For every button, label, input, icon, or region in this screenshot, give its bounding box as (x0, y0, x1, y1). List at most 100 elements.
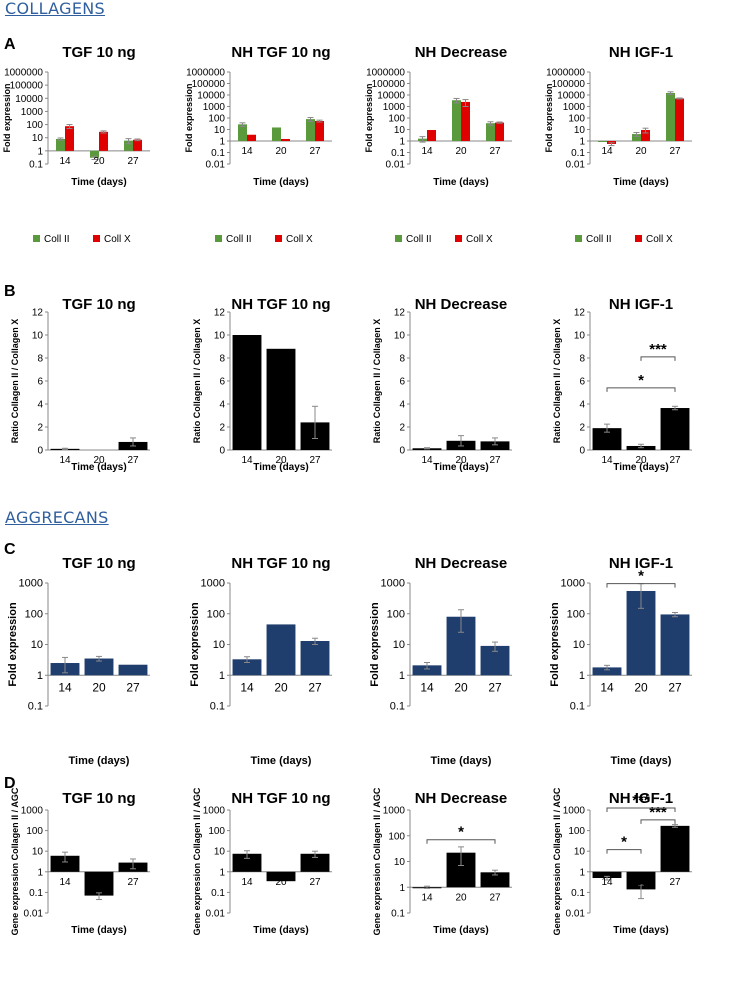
significance-bracket-d4 (606, 849, 642, 854)
y-tick-label-a3: 10000 (377, 91, 405, 102)
y-axis-label-c4: Fold expression (549, 602, 561, 687)
legend-swatch-a1-0 (33, 235, 40, 242)
y-tick-label-b4: 6 (579, 377, 585, 388)
legend-label-a4-1: Coll X (646, 234, 673, 245)
x-tick-label-b1-14: 14 (59, 455, 71, 466)
x-axis-label-d2: Time (days) (253, 925, 308, 936)
y-tick-label-c2: 10 (213, 639, 225, 651)
y-tick-label-a3: 0.1 (391, 148, 405, 159)
row-letter-d: D (4, 775, 16, 792)
bar-a4-coll-x-20 (641, 130, 650, 141)
y-tick-label-a1: 100000 (10, 81, 44, 92)
y-tick-label-a1: 10000 (15, 94, 43, 105)
y-tick-label-b2: 4 (219, 400, 225, 411)
bar-a4-coll-ii-27 (666, 92, 675, 141)
y-axis-label-b1: Ratio Collagen II / Collagen X (10, 319, 20, 444)
y-tick-label-d4: 0.1 (571, 888, 585, 899)
y-tick-label-a1: 100 (26, 120, 43, 131)
x-axis-label-a3: Time (days) (433, 177, 488, 188)
significance-label-d4: *** (649, 804, 667, 821)
y-tick-label-c1: 0.1 (28, 701, 43, 713)
x-tick-label-d2-14: 14 (241, 877, 253, 888)
y-tick-label-c2: 1 (219, 670, 225, 682)
y-axis-label-d4: Gene expression Collagen II / AGC (552, 787, 562, 935)
y-tick-label-c2: 0.1 (210, 701, 225, 713)
x-tick-label-b3-27: 27 (489, 455, 501, 466)
x-axis-label-c1: Time (days) (69, 755, 130, 767)
bar-c1-aggrecan-20 (84, 658, 114, 676)
x-axis-label-c3: Time (days) (431, 755, 492, 767)
x-tick-label-d3-20: 20 (455, 892, 467, 903)
y-tick-label-a3: 10 (394, 125, 406, 136)
y-tick-label-a1: 1 (37, 146, 43, 157)
y-tick-label-c1: 10 (31, 639, 43, 651)
bar-a3-coll-ii-20 (452, 100, 461, 141)
bar-a2-coll-ii-27 (306, 119, 315, 141)
y-tick-label-c2: 100 (207, 608, 225, 620)
legend-swatch-a2-0 (215, 235, 222, 242)
bar-d4-ratio-27 (660, 825, 690, 872)
y-tick-label-a4: 1000000 (546, 68, 585, 79)
y-tick-label-c3: 1000 (381, 578, 405, 590)
bar-a3-coll-x-14 (427, 130, 436, 141)
y-tick-label-b3: 6 (399, 377, 405, 388)
bar-a1-coll-ii-20 (90, 150, 99, 158)
x-axis-label-a4: Time (days) (613, 177, 668, 188)
significance-label-d4: *** (632, 792, 650, 809)
y-tick-label-b3: 8 (399, 354, 405, 365)
significance-bracket-b4 (640, 356, 676, 361)
x-tick-label-d2-20: 20 (275, 877, 287, 888)
y-tick-label-b3: 0 (399, 446, 405, 457)
significance-bracket-b4 (606, 387, 676, 392)
y-tick-label-d1: 1000 (21, 806, 44, 817)
bar-a2-coll-x-27 (315, 120, 324, 141)
y-tick-label-b1: 8 (37, 354, 43, 365)
bar-d2-ratio-20 (266, 871, 296, 882)
y-axis-label-a2: Fold expression (184, 83, 194, 152)
significance-bracket-d3 (426, 839, 496, 844)
x-tick-label-d2-27: 27 (309, 877, 321, 888)
bar-b2-ratio-20 (266, 348, 296, 450)
legend-label-a1-0: Coll II (44, 234, 70, 245)
y-axis-label-a1: Fold expression (2, 83, 12, 152)
x-axis-label-d1: Time (days) (71, 925, 126, 936)
y-tick-label-d2: 100 (208, 826, 225, 837)
y-tick-label-b2: 8 (219, 354, 225, 365)
chart-title-b4: NH IGF-1 (609, 296, 673, 313)
y-tick-label-b4: 10 (574, 331, 586, 342)
significance-label-b4: *** (649, 341, 667, 358)
y-tick-label-b2: 0 (219, 446, 225, 457)
y-axis-label-c1: Fold expression (7, 602, 19, 687)
x-tick-label-b1-20: 20 (93, 455, 105, 466)
chart-title-b1: TGF 10 ng (62, 296, 135, 313)
y-tick-label-a4: 1 (579, 137, 585, 148)
bar-a1-coll-ii-27 (124, 140, 133, 151)
y-axis-label-b3: Ratio Collagen II / Collagen X (372, 319, 382, 444)
legend-label-a4-0: Coll II (586, 234, 612, 245)
bar-c3-aggrecan-14 (412, 665, 442, 676)
x-tick-label-b4-20: 20 (635, 455, 647, 466)
x-tick-label-d1-27: 27 (127, 877, 139, 888)
y-tick-label-d2: 0.01 (206, 909, 226, 920)
x-tick-label-a2-14: 14 (241, 146, 253, 157)
x-tick-label-c4-14: 14 (600, 680, 614, 694)
chart-title-c2: NH TGF 10 ng (231, 555, 330, 572)
y-tick-label-d2: 10 (214, 847, 226, 858)
y-tick-label-c3: 10 (393, 639, 405, 651)
bar-b4-ratio-14 (592, 428, 622, 450)
legend-label-a1-1: Coll X (104, 234, 131, 245)
y-tick-label-a4: 10000 (557, 91, 585, 102)
bar-a4-coll-x-27 (675, 98, 684, 141)
y-tick-label-d4: 0.01 (566, 909, 586, 920)
chart-title-c4: NH IGF-1 (609, 555, 673, 572)
bar-a2-coll-x-20 (281, 138, 290, 141)
bar-b2-ratio-14 (232, 335, 262, 450)
y-tick-label-d3: 1000 (383, 806, 406, 817)
x-tick-label-c3-20: 20 (454, 680, 468, 694)
x-tick-label-a2-20: 20 (275, 146, 287, 157)
y-tick-label-a4: 100 (568, 114, 585, 125)
y-tick-label-d4: 1 (579, 867, 585, 878)
x-tick-label-c2-20: 20 (274, 680, 288, 694)
x-tick-label-a1-20: 20 (93, 156, 105, 167)
